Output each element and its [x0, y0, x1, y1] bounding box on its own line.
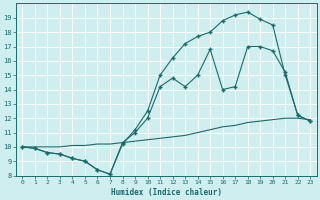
X-axis label: Humidex (Indice chaleur): Humidex (Indice chaleur)	[111, 188, 222, 197]
